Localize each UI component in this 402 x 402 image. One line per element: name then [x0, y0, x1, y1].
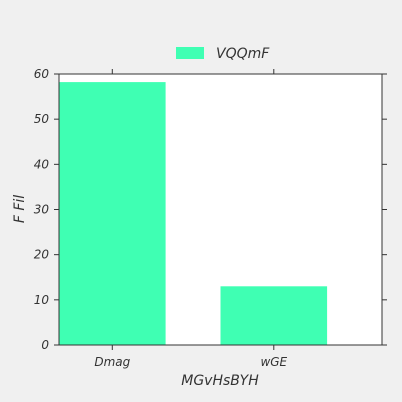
y-tick-label: 20	[34, 248, 50, 262]
y-tick-label: 40	[34, 157, 50, 171]
x-axis-label: MGvHsBYH	[181, 373, 259, 389]
y-axis-ticks: 0 10 20 30 40 50 60	[34, 67, 387, 352]
x-tick-label: wGE	[260, 355, 287, 369]
legend-label: VQQmF	[216, 46, 270, 62]
legend-swatch	[176, 47, 204, 59]
bar-wge	[220, 286, 328, 345]
y-tick-label: 30	[34, 203, 50, 217]
bar-dmag	[59, 82, 166, 345]
y-tick-label: 0	[41, 338, 49, 352]
legend: VQQmF	[176, 46, 270, 62]
bars-group	[59, 82, 328, 345]
y-tick-label: 60	[34, 67, 50, 81]
y-tick-label: 10	[34, 293, 50, 307]
x-axis-ticks: Dmag wGE	[94, 69, 288, 369]
x-tick-label: Dmag	[94, 355, 130, 369]
y-tick-label: 50	[34, 112, 50, 126]
y-axis-label: F Fil	[12, 195, 28, 223]
